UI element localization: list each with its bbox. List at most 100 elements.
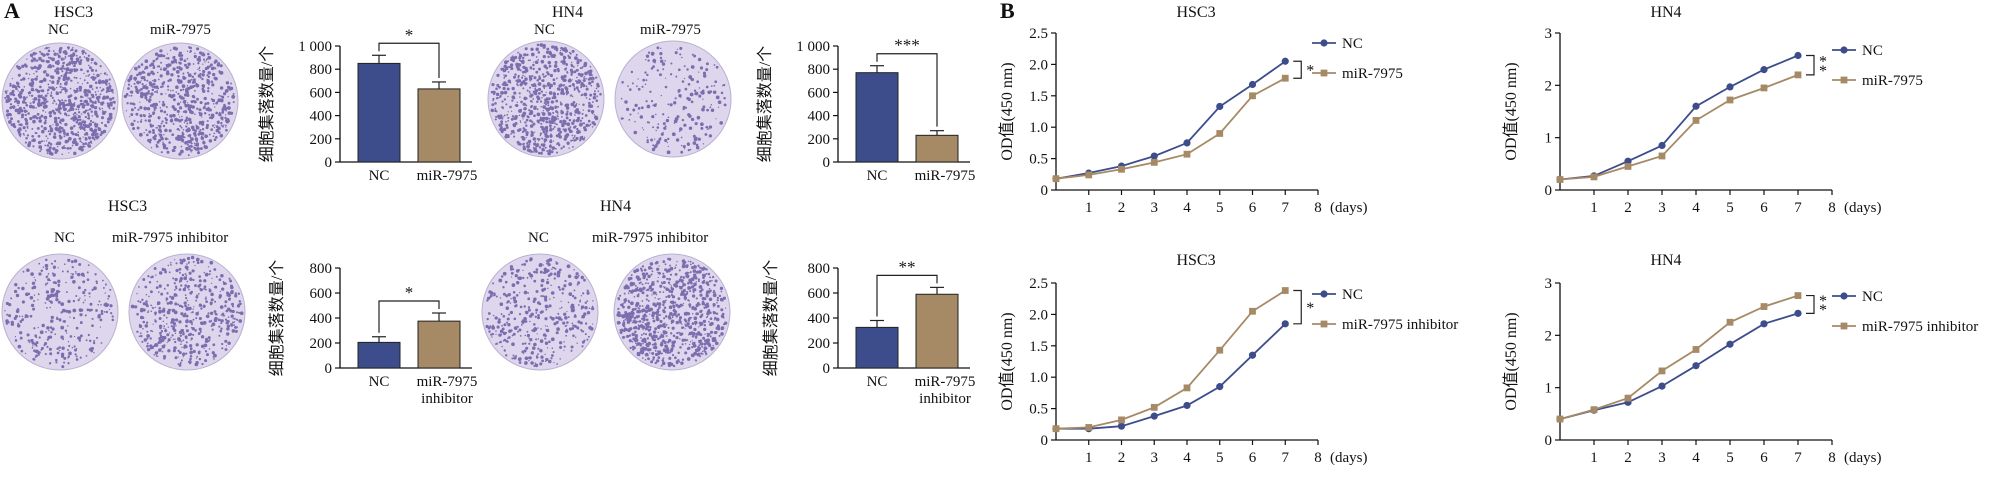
x-tick-label: 6 [1760,450,1768,466]
significance-bracket [1293,60,1302,79]
y-tick-label: 1 000 [298,39,332,55]
y-tick-label: 0.5 [1029,402,1048,418]
data-point [1726,318,1734,326]
data-point [1281,287,1289,294]
x-tick-label: 1 [1085,450,1093,466]
significance-bracket [1293,289,1302,325]
colony-spots [616,257,728,368]
x-tick-label: 4 [1692,450,1700,466]
bar [855,326,899,369]
dish-label-nc: NC [528,230,549,246]
x-tick-label: 2 [1118,450,1126,466]
data-point [1726,96,1734,104]
x-tick-label: miR-7975 [417,168,478,184]
y-tick-label: 0 [1041,183,1049,199]
y-tick-label: 200 [808,132,831,148]
x-tick-label: 1 [1590,450,1598,466]
data-point [1249,92,1256,100]
y-tick-label: 400 [310,311,333,327]
line-chart: HN4 0 1 2 3 1 2 3 4 5 6 7 8 (days) OD值(450 nm) NC miR-79… [1502,4,1923,216]
legend-label: miR-7975 [1862,73,1923,89]
y-tick-label: 2 [1545,328,1553,344]
bar [855,72,899,163]
line-charts: HSC3 0 0.5 1.0 1.5 2.0 2.5 1 2 3 4 5 6 7 8 (days) OD值(45… [998,4,1978,466]
data-point [1760,66,1768,74]
colony-spots [4,46,116,156]
legend-marker [1320,69,1328,77]
x-tick-label: miR-7975 [915,168,976,184]
series-line [1559,54,1799,181]
y-tick-label: 0 [823,361,831,377]
x-tick-label: 3 [1658,450,1666,466]
bar-chart: 0 200 400 600 800 细胞集落数量/个 NC miR-7975inhibitor… [762,257,975,407]
data-point [1692,102,1700,110]
y-tick-label: 0 [325,361,333,377]
y-tick-label: 2 [1545,78,1553,94]
bar-chart: 0 200 400 600 800 1 000 细胞集落数量/个 NC miR-7975 * [258,25,477,184]
dish-label-treat: miR-7975 [150,22,211,38]
significance-mark: * [405,283,414,302]
significance-mark: * [1306,300,1314,317]
colony-spots [620,46,727,155]
x-tick-label: 5 [1216,450,1224,466]
y-axis-label: 细胞集落数量/个 [756,46,774,162]
line-chart: HSC3 0 0.5 1.0 1.5 2.0 2.5 1 2 3 4 5 6 7 8 (days) OD值(45… [998,252,1458,466]
x-tick-label: 7 [1282,200,1290,216]
significance-mark: * [1819,302,1827,319]
data-point [1085,171,1093,179]
y-axis-label: 细胞集落数量/个 [258,46,276,162]
significance-bracket [378,42,440,78]
legend-label: NC [1862,43,1883,59]
y-tick-label: 800 [808,62,831,78]
significance-mark: *** [894,36,920,55]
colony-spots [485,257,595,368]
bar-charts: 0 200 400 600 800 1 000 细胞集落数量/个 NC miR-7975 * 0 20… [258,25,975,407]
significance-bracket [876,274,938,317]
data-point [1150,152,1158,160]
legend-label: NC [1342,36,1363,52]
dish-label-treat: miR-7975 [640,22,701,38]
colony-spots [4,258,115,369]
colony-dishes [1,40,732,371]
legend-marker [1320,290,1328,298]
y-tick-label: 0 [1041,433,1049,449]
dish-label-treat: miR-7975 inhibitor [592,230,709,246]
data-point [1726,83,1734,91]
bar [357,341,401,369]
y-tick-label: 800 [310,62,333,78]
data-point [1794,309,1802,317]
x-tick-label: 3 [1658,200,1666,216]
x-tick-label: 2 [1118,200,1126,216]
data-point [1118,416,1125,424]
x-axis-label: (days) [1330,200,1368,216]
legend-marker [1320,39,1328,47]
legend-label: miR-7975 [1342,66,1403,82]
data-point [1216,383,1224,391]
data-point [1726,340,1734,348]
y-tick-label: 2.0 [1029,57,1048,73]
series-line [1055,60,1286,180]
colony-spots [123,46,236,157]
data-point [1658,382,1666,390]
data-point [1216,346,1224,354]
x-tick-label: NC [369,374,390,390]
y-tick-label: 0 [1545,433,1553,449]
x-tick-label: 5 [1726,450,1734,466]
bar [417,88,461,163]
line-chart: HN4 0 1 2 3 1 2 3 4 5 6 7 8 (days) OD值(450 nm) NC miR-79… [1502,252,1978,466]
data-point [1216,102,1224,111]
data-point [1794,71,1802,79]
bar [357,62,401,163]
x-tick-label: 7 [1282,450,1290,466]
dish-label-nc: NC [534,22,555,38]
data-point [1556,176,1564,183]
series-line [1055,77,1286,180]
culture-dish [1,253,119,371]
x-axis-label: (days) [1844,450,1882,466]
y-axis-label: OD值(450 nm) [1502,312,1520,410]
series-line [1055,289,1286,430]
data-point [1249,307,1256,315]
chart-title: HSC3 [1176,252,1215,269]
data-point [1760,303,1768,310]
x-tick-label: 2 [1624,200,1632,216]
